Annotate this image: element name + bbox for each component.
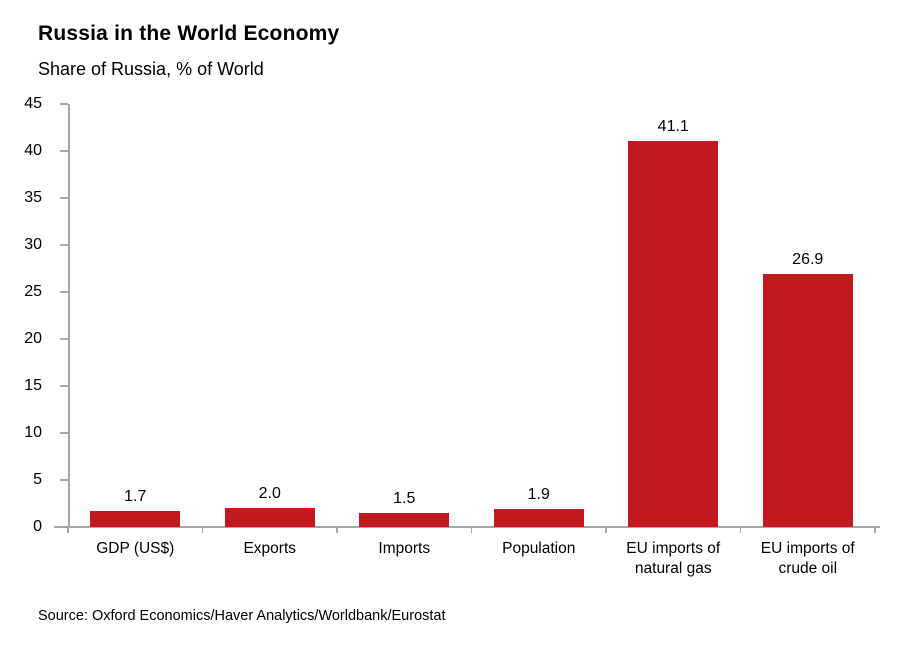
x-tick-label: GDP (US$): [96, 540, 175, 557]
bar: [224, 508, 315, 527]
bar-value-label: 2.0: [258, 485, 281, 503]
y-tick-label: 25: [24, 283, 42, 300]
chart-title: Russia in the World Economy: [38, 22, 340, 45]
y-tick-label: 15: [24, 377, 42, 394]
chart-subtitle: Share of Russia, % of World: [38, 59, 264, 79]
y-tick-label: 45: [24, 95, 42, 112]
y-axis-tick: [60, 197, 68, 199]
y-axis-line: [68, 104, 70, 527]
y-axis-tick: [60, 103, 68, 105]
x-axis-tick: [67, 527, 69, 533]
y-axis-tick: [60, 150, 68, 152]
bar-chart-plot-area: 0 5 10 15 20 25 30 35 40 45 1.7 GDP (US$) 2.0 Exports…: [24, 95, 880, 577]
x-axis-tick: [336, 527, 338, 533]
bar-value-label: 1.9: [527, 486, 550, 504]
y-tick-label: 30: [24, 236, 42, 253]
bar: [359, 512, 450, 527]
source-note: Source: Oxford Economics/Haver Analytics…: [38, 608, 446, 624]
x-tick-label: EU imports of natural gas: [626, 540, 721, 577]
x-axis-tick: [874, 527, 876, 533]
bar-value-label: 1.5: [393, 489, 416, 507]
x-tick-label: EU imports of crude oil: [760, 540, 855, 577]
x-tick-label: Imports: [378, 540, 431, 557]
y-axis-tick: [60, 244, 68, 246]
bar: [493, 509, 584, 527]
x-tick-label: Population: [502, 540, 576, 557]
bar-value-label: 26.9: [792, 251, 824, 269]
y-axis-tick: [60, 432, 68, 434]
y-tick-label: 20: [24, 330, 42, 347]
bar: [90, 511, 181, 527]
y-axis-tick: [60, 385, 68, 387]
x-tick-label: Exports: [243, 540, 297, 557]
bar-value-label: 41.1: [657, 117, 689, 135]
y-axis-tick: [60, 291, 68, 293]
y-axis-tick: [60, 479, 68, 481]
y-tick-label: 40: [24, 142, 42, 159]
bar: [628, 140, 719, 527]
y-axis-tick: [60, 338, 68, 340]
y-tick-label: 5: [33, 471, 42, 488]
bar-value-label: 1.7: [124, 488, 147, 506]
x-axis-tick: [739, 527, 742, 533]
y-tick-label: 35: [24, 189, 42, 206]
x-axis-tick: [470, 527, 473, 533]
x-axis-line: [54, 526, 880, 528]
y-tick-label: 10: [24, 424, 42, 441]
x-axis-tick: [201, 527, 204, 533]
y-axis-tick: [60, 526, 68, 528]
x-axis-tick: [605, 527, 607, 533]
bar: [762, 274, 853, 527]
y-tick-label: 0: [33, 518, 42, 535]
